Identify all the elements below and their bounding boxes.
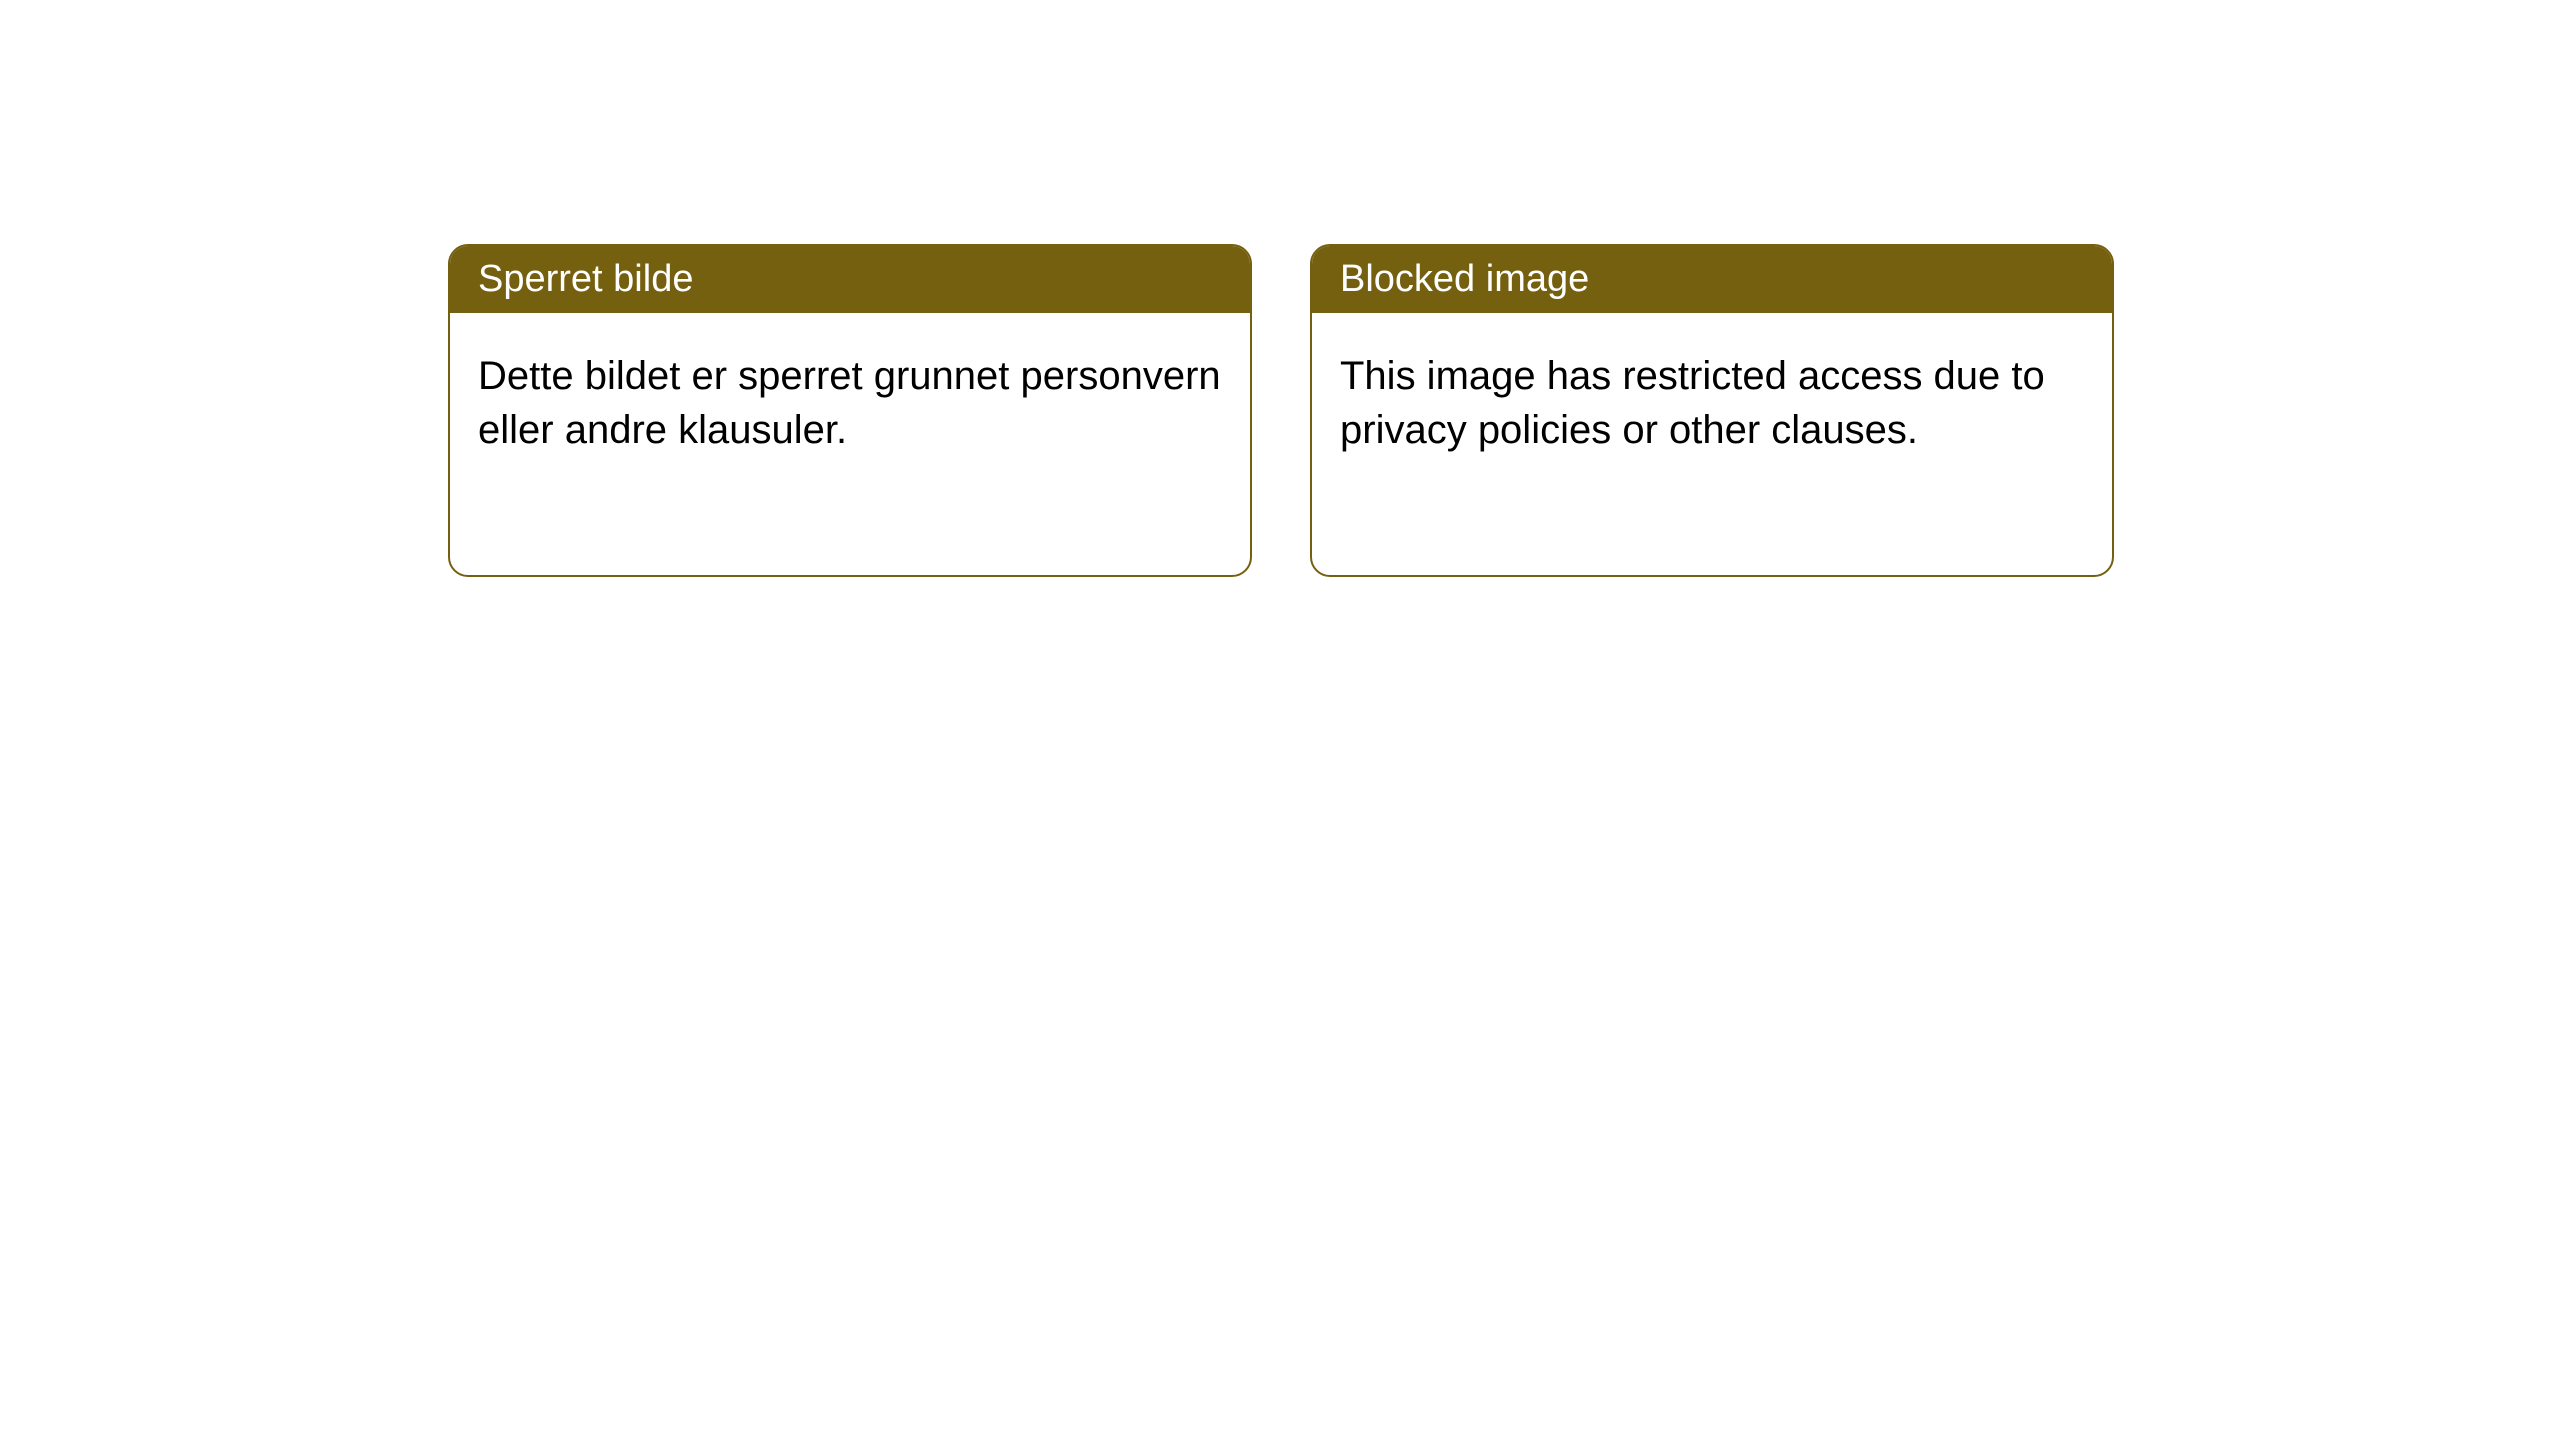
notice-card-title: Blocked image bbox=[1312, 246, 2112, 313]
notice-card-body: Dette bildet er sperret grunnet personve… bbox=[450, 313, 1250, 493]
notice-card-english: Blocked image This image has restricted … bbox=[1310, 244, 2114, 577]
notice-card-title: Sperret bilde bbox=[450, 246, 1250, 313]
notice-card-body: This image has restricted access due to … bbox=[1312, 313, 2112, 493]
notice-cards-container: Sperret bilde Dette bildet er sperret gr… bbox=[448, 244, 2114, 577]
notice-card-norwegian: Sperret bilde Dette bildet er sperret gr… bbox=[448, 244, 1252, 577]
